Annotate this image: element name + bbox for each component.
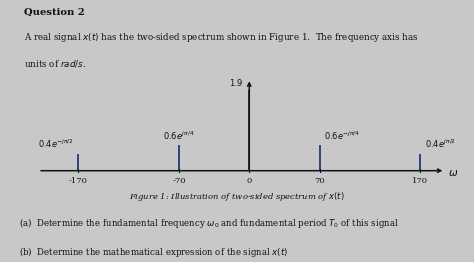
Text: $0.6e^{j\pi/4}$: $0.6e^{j\pi/4}$ bbox=[163, 129, 195, 142]
Text: -70: -70 bbox=[172, 177, 186, 185]
Text: (a)  Determine the fundamental frequency $\omega_0$ and fundamental period $T_0$: (a) Determine the fundamental frequency … bbox=[19, 216, 399, 230]
Text: $1.9$: $1.9$ bbox=[228, 77, 243, 88]
Text: $\omega$: $\omega$ bbox=[448, 168, 458, 178]
Text: (b)  Determine the mathematical expression of the signal $x(t)$: (b) Determine the mathematical expressio… bbox=[19, 245, 288, 259]
Text: units of $rad/s$.: units of $rad/s$. bbox=[24, 58, 86, 69]
Text: A real signal $x(t)$ has the two-sided spectrum shown in Figure 1.  The frequenc: A real signal $x(t)$ has the two-sided s… bbox=[24, 31, 419, 45]
Text: 170: 170 bbox=[412, 177, 428, 185]
Text: 0: 0 bbox=[246, 177, 252, 185]
Text: $0.4e^{j\pi/2}$: $0.4e^{j\pi/2}$ bbox=[425, 138, 456, 150]
Text: 70: 70 bbox=[314, 177, 325, 185]
Text: Question 2: Question 2 bbox=[24, 8, 84, 17]
Text: $0.4e^{-j\pi/2}$: $0.4e^{-j\pi/2}$ bbox=[38, 138, 74, 150]
Text: Figure 1: Illustration of two-sided spectrum of $x(t)$: Figure 1: Illustration of two-sided spec… bbox=[129, 190, 345, 203]
Text: $0.6e^{-j\pi/4}$: $0.6e^{-j\pi/4}$ bbox=[324, 129, 360, 142]
Text: -170: -170 bbox=[69, 177, 88, 185]
